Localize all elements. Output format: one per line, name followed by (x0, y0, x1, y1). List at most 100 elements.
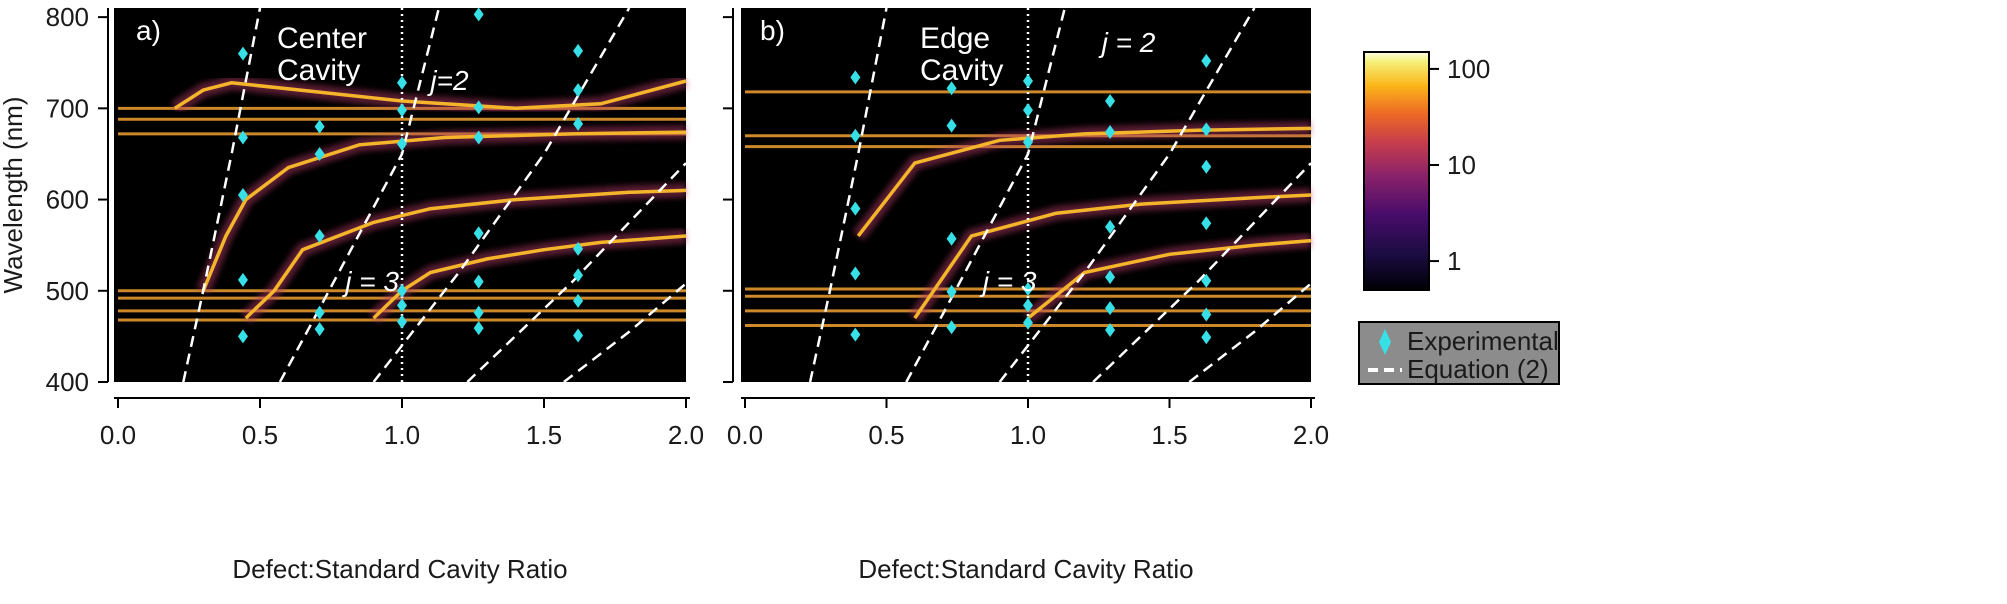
equation-2-line (278, 7, 441, 383)
experimental-point (1201, 330, 1212, 345)
y-axis-title: Wavelength (nm) (0, 97, 28, 294)
equation-2-line (1188, 282, 1312, 383)
experimental-point (850, 70, 861, 85)
mode-curve (856, 126, 1312, 238)
x-tick-label: 0.0 (727, 420, 763, 450)
experimental-point (573, 328, 584, 343)
mode-curve (244, 188, 687, 320)
experimental-point (397, 314, 407, 329)
equation-2-line (182, 7, 262, 383)
experimental-point (1105, 125, 1116, 140)
experimental-point (237, 272, 248, 287)
panel-b: j = 2 j = 3 0.0 0.5 1.0 1.5 2.0 b) Edge Cavity… (723, 7, 1329, 584)
colorbar-ticks: 100 10 1 (1429, 54, 1490, 276)
experimental-point (946, 231, 957, 246)
experimental-point (946, 320, 957, 335)
experimental-point (314, 305, 325, 320)
x-tick-label: 2.0 (1293, 420, 1329, 450)
experimental-point (850, 128, 861, 143)
axes-a: 400 500 600 700 800 0.0 0.5 1.0 1.5 2.0 (46, 2, 704, 450)
experimental-point (850, 266, 861, 281)
experimental-point (473, 226, 484, 241)
experimental-point (850, 201, 861, 216)
panel-letter-a: a) (136, 15, 161, 46)
x-tick-label: 1.0 (384, 420, 420, 450)
experimental-point (237, 46, 248, 61)
x-axis-title-b: Defect:Standard Cavity Ratio (858, 554, 1193, 584)
colorbar-gradient (1363, 51, 1430, 291)
x-axis-title-a: Defect:Standard Cavity Ratio (232, 554, 567, 584)
experimental-point (1201, 273, 1212, 288)
experimental-point (573, 293, 584, 308)
experimental-point (473, 321, 484, 336)
legend-label-experimental: Experimental (1407, 326, 1559, 356)
y-tick-label: 800 (46, 2, 89, 32)
experimental-point (850, 327, 861, 342)
legend: Experimental Equation (2) (1358, 321, 1560, 385)
colorbar-tick-label: 10 (1447, 150, 1476, 180)
legend-diamond-icon (1379, 329, 1391, 355)
experimental-point (473, 274, 484, 289)
experimental-point (1023, 298, 1033, 313)
experimental-point (946, 284, 957, 299)
experimental-point (397, 103, 407, 118)
experimental-point (237, 329, 248, 344)
legend-label-equation: Equation (2) (1407, 354, 1549, 384)
x-tick-label: 1.5 (1151, 420, 1187, 450)
experimental-point (573, 241, 584, 256)
experimental-point (1201, 53, 1212, 68)
mode-order-label: j = 3 (979, 266, 1037, 297)
experimental-point (1023, 135, 1033, 150)
x-tick-label: 0.0 (100, 420, 136, 450)
experimental-point (237, 130, 248, 145)
experimental-point (314, 119, 325, 134)
axes-b: 0.0 0.5 1.0 1.5 2.0 (723, 8, 1329, 450)
mode-curve (913, 193, 1312, 320)
plot-b-marks: j = 2 j = 3 (745, 7, 1312, 383)
experimental-point (573, 83, 584, 98)
experimental-point (1201, 307, 1212, 322)
equation-2-line (466, 162, 687, 383)
experimental-point (1023, 103, 1033, 118)
experimental-point (314, 146, 325, 161)
panel-letter-b: b) (760, 15, 785, 46)
equation-2-line (808, 7, 888, 383)
colorbar-tick-label: 100 (1447, 54, 1490, 84)
experimental-point (397, 75, 407, 90)
experimental-point (946, 118, 957, 133)
mode-curve (173, 79, 687, 111)
legend-box (1358, 321, 1560, 385)
experimental-point (473, 100, 484, 115)
equation-2-line (563, 282, 687, 383)
experimental-point (1105, 270, 1116, 285)
y-tick-label: 500 (46, 276, 89, 306)
experimental-point (473, 7, 484, 22)
experimental-point (573, 268, 584, 283)
colorbar-tick-label: 1 (1447, 246, 1461, 276)
experimental-point (237, 188, 248, 202)
experimental-point (397, 136, 407, 151)
experimental-point (1201, 122, 1212, 137)
mode-curve (201, 130, 687, 292)
experimental-point (397, 298, 407, 313)
x-tick-label: 1.0 (1010, 420, 1046, 450)
experimental-point (573, 43, 584, 58)
experimental-point (1023, 73, 1033, 88)
experimental-point (1105, 323, 1116, 338)
x-tick-label: 0.5 (242, 420, 278, 450)
experimental-point (1105, 219, 1116, 234)
y-tick-label: 400 (46, 367, 89, 397)
mode-order-label: j = 2 (1098, 27, 1156, 58)
equation-2-line (905, 7, 1067, 383)
experimental-point (1023, 315, 1033, 330)
experimental-point (1201, 216, 1212, 231)
x-tick-label: 0.5 (868, 420, 904, 450)
mode-order-label: j=2 (426, 65, 469, 96)
experimental-point (573, 116, 584, 131)
panel-title-b: Edge Cavity (920, 22, 1003, 87)
plot-a-marks: j=2 j = 3 (118, 7, 688, 383)
panel-title-a-line1: Center Cavity (277, 22, 367, 87)
mode-order-label: j = 3 (341, 266, 399, 297)
